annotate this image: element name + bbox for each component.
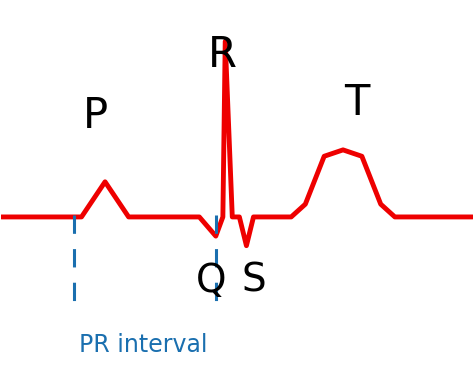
Text: R: R	[209, 34, 237, 76]
Text: T: T	[345, 82, 370, 124]
Text: S: S	[241, 262, 266, 300]
Text: P: P	[83, 95, 108, 137]
Text: Q: Q	[196, 262, 226, 300]
Text: PR interval: PR interval	[79, 333, 207, 357]
